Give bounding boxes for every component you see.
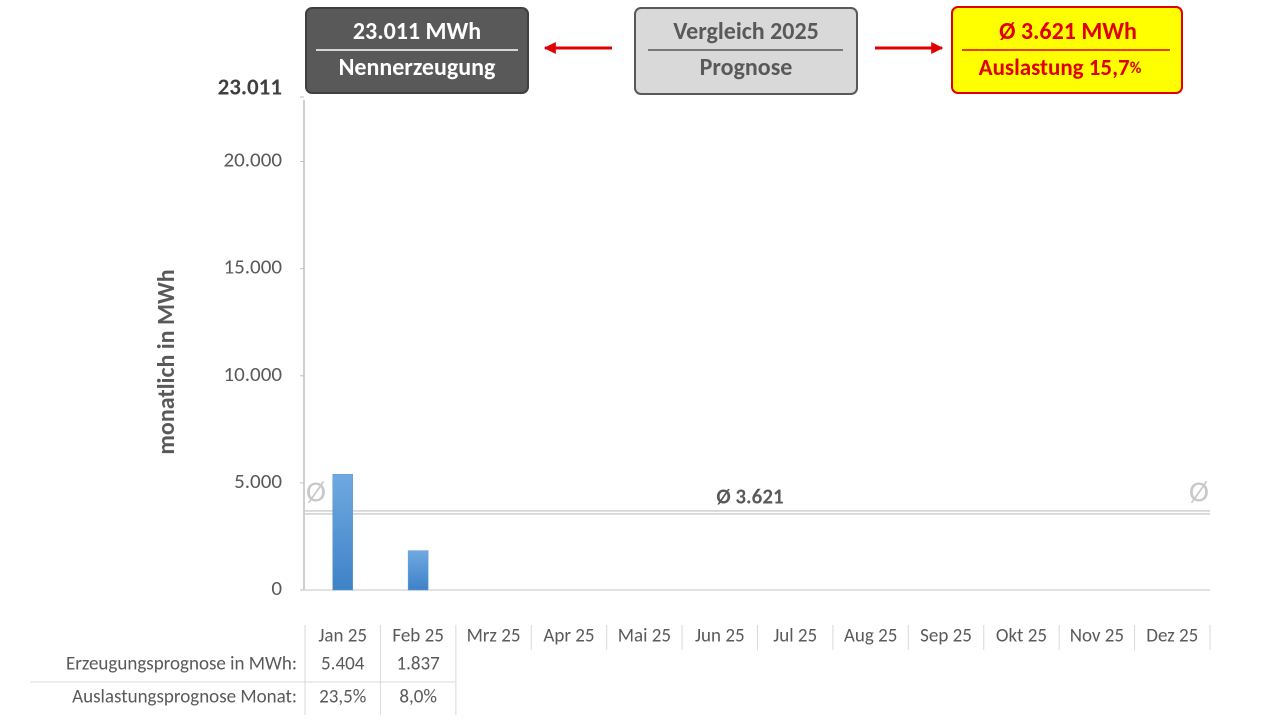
x-tick-label: Mrz 25: [467, 625, 521, 648]
x-tick-label: Apr 25: [543, 625, 594, 648]
average-label: Ø 3.621: [716, 484, 783, 510]
y-tick-label: 15.000: [223, 254, 282, 280]
nominal-value: 23.011 MWh: [353, 17, 481, 46]
x-tick-label: Jul 25: [773, 625, 817, 648]
average-symbol: Ø: [1189, 474, 1209, 511]
comparison-caption: Prognose: [700, 53, 793, 82]
table-value: 8,0%: [399, 686, 437, 709]
y-tick-label: 5.000: [234, 468, 282, 494]
table-row-label: Auslastungsprognose Monat:: [72, 686, 297, 709]
bar: [407, 550, 429, 591]
x-tick-label: Mai 25: [618, 625, 671, 648]
nominal-caption: Nennerzeugung: [339, 53, 496, 82]
forecast-caption-text: Auslastung 15,7: [979, 54, 1130, 82]
x-tick-label: Jun 25: [695, 625, 745, 648]
x-tick-label: Jan 25: [318, 625, 367, 648]
bar: [332, 473, 353, 591]
y-tick-label: 0: [271, 575, 282, 601]
average-symbol: Ø: [306, 474, 326, 511]
table-value: 1.837: [396, 653, 440, 676]
x-tick-label: Nov 25: [1070, 625, 1124, 648]
comparison-box: [634, 7, 858, 95]
table-value: 23,5%: [319, 686, 366, 709]
y-tick-label: 10.000: [223, 361, 282, 387]
x-tick-label: Okt 25: [996, 625, 1047, 648]
y-tick-label: 23.011: [218, 74, 282, 102]
y-tick-label: 20.000: [223, 147, 282, 173]
comparison-title: Vergleich 2025: [673, 17, 819, 46]
table-row-label: Erzeugungsprognose in MWh:: [66, 653, 297, 676]
x-tick-label: Dez 25: [1146, 625, 1198, 648]
forecast-caption-unit: %: [1130, 59, 1142, 78]
x-tick-label: Feb 25: [392, 625, 443, 648]
x-tick-label: Sep 25: [920, 625, 972, 648]
x-tick-label: Aug 25: [844, 625, 897, 648]
y-axis-label: monatlich in MWh: [152, 269, 181, 454]
table-value: 5.404: [321, 653, 365, 676]
forecast-value: Ø 3.621 MWh: [999, 17, 1137, 46]
forecast-caption: Auslastung 15,7%: [979, 54, 1142, 82]
